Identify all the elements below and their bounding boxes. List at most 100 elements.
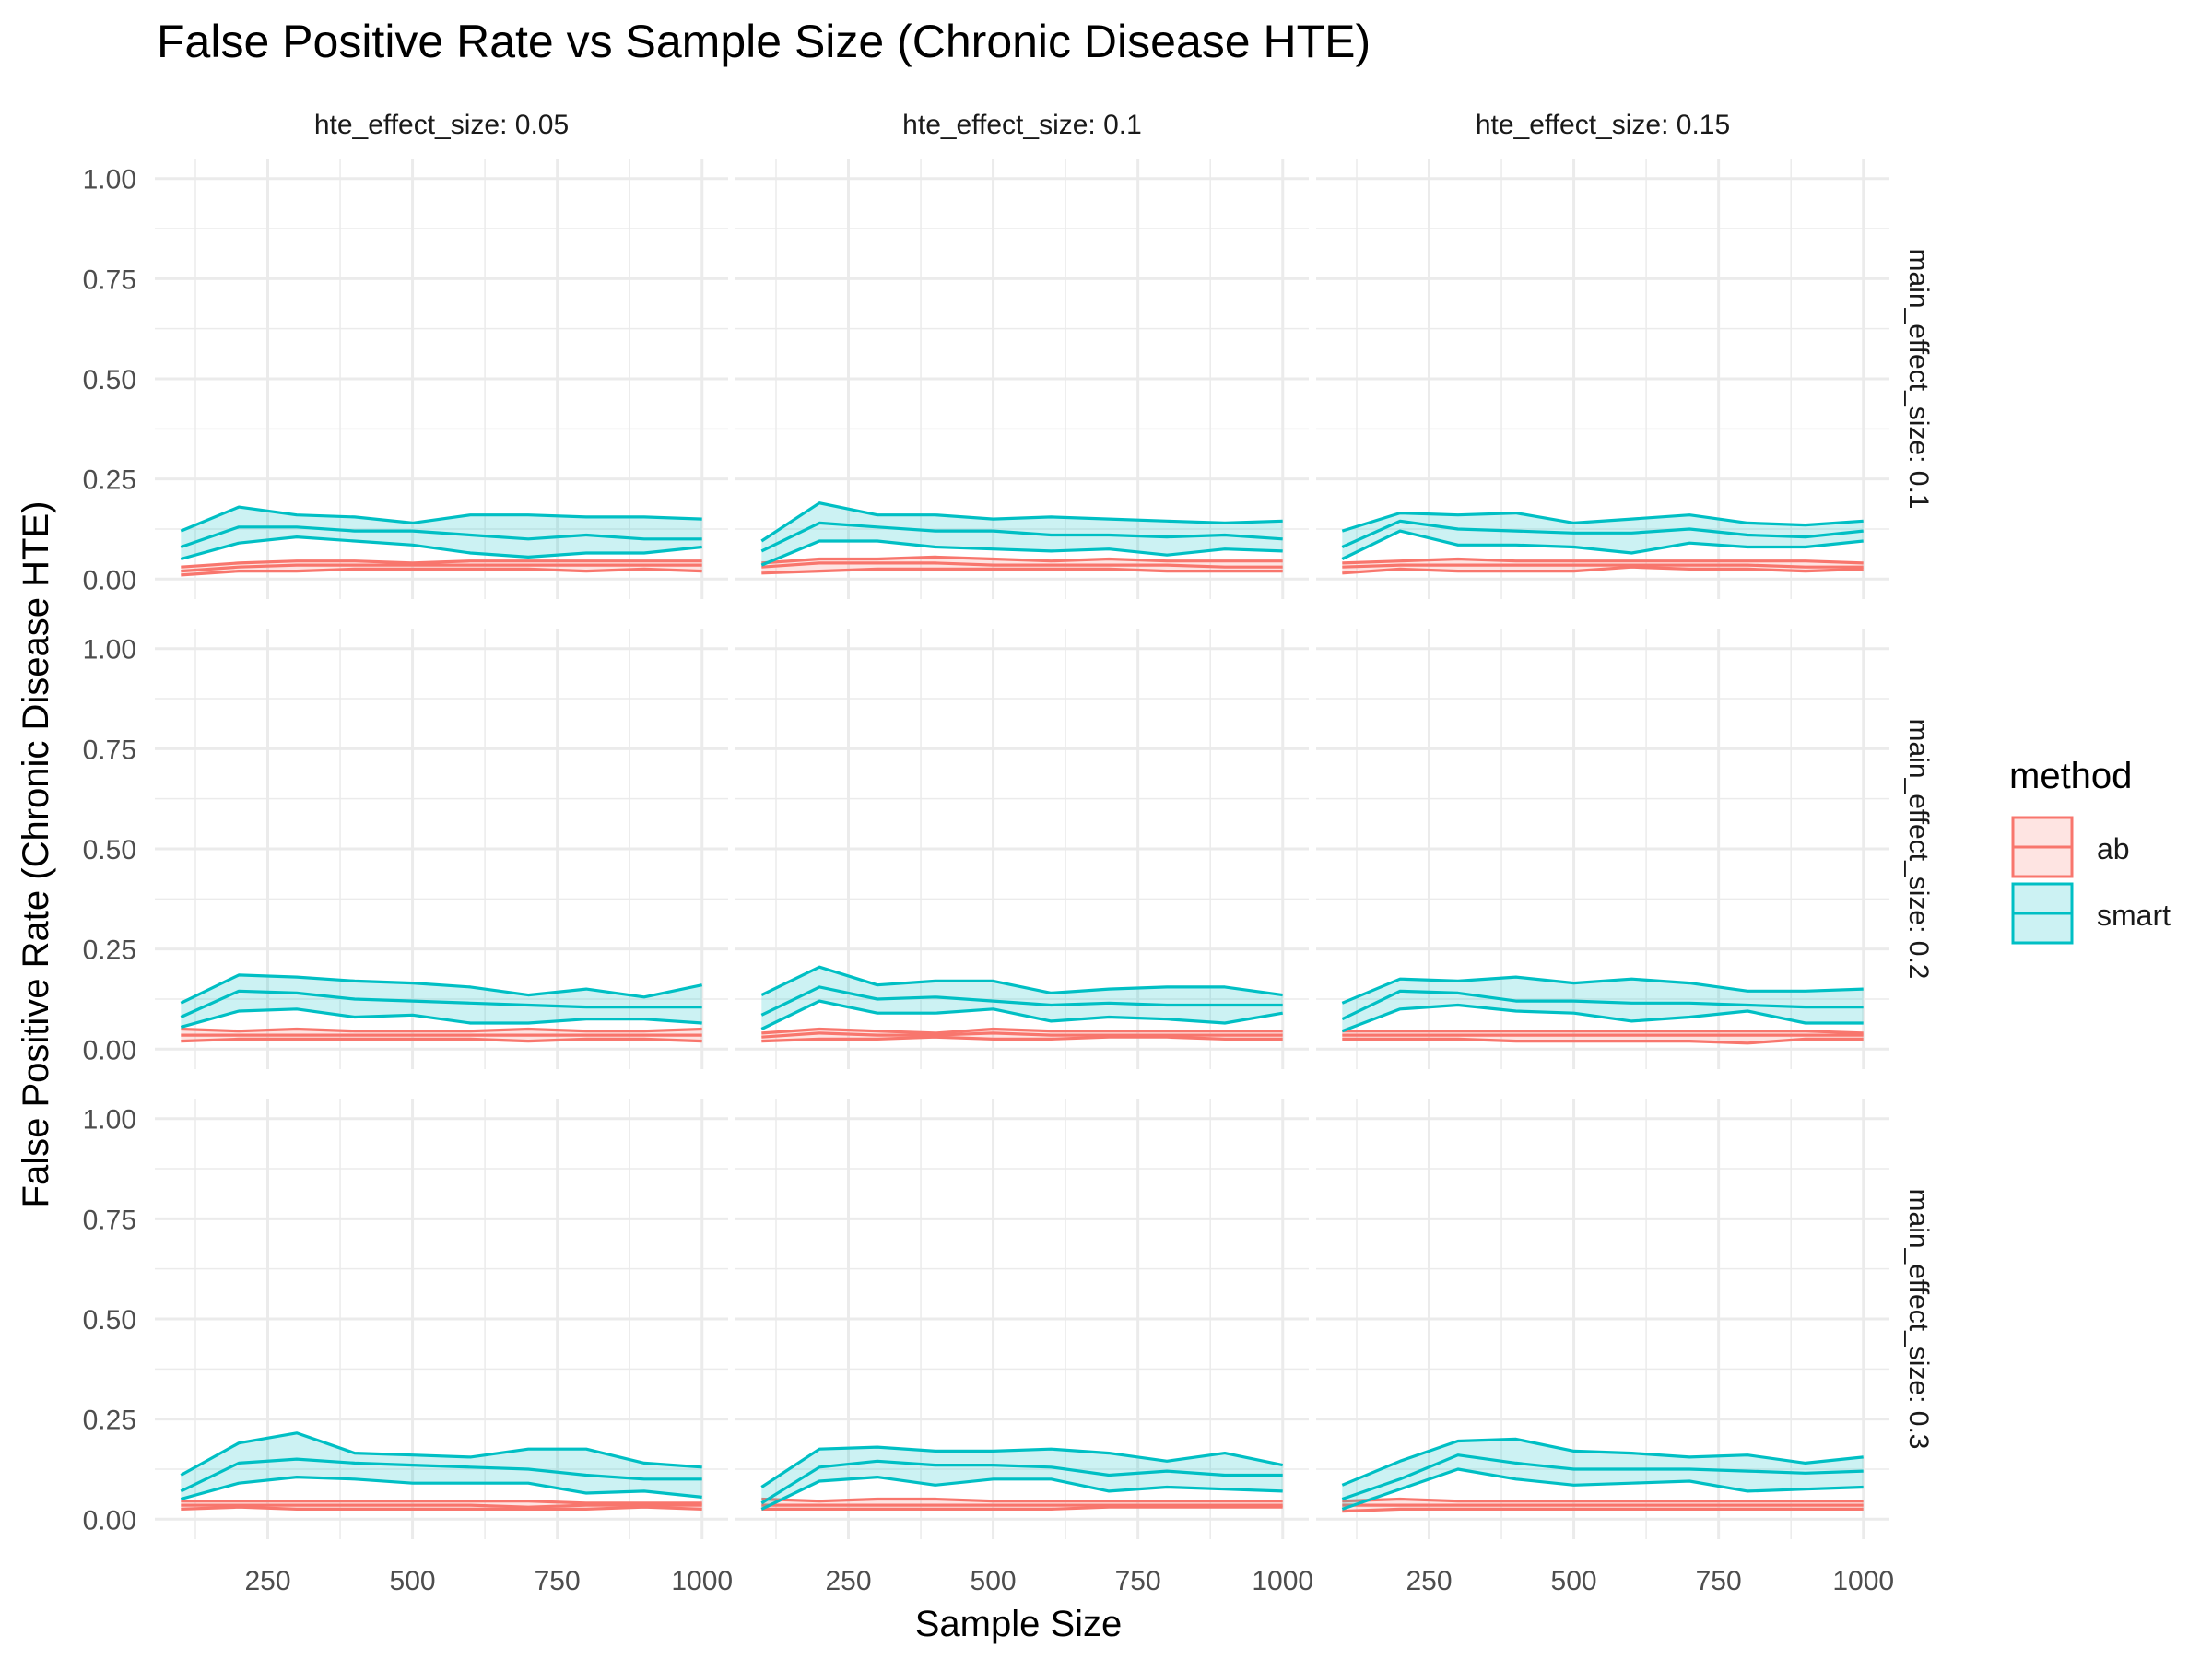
legend: method ab smart [2009,756,2171,945]
line-ab-upper [1342,557,1864,565]
facet-strip-row-0: main_effect_size: 0.1 [1903,249,1934,510]
line-ab-mean [1342,563,1864,569]
y-tick-label: 1.00 [83,635,136,665]
x-tick-label: 500 [390,1566,436,1596]
x-tick-label: 750 [535,1566,581,1596]
line-smart-lower [1341,529,1864,560]
line-ab-lower [1342,1507,1864,1513]
chart-title: False Positive Rate vs Sample Size (Chro… [157,16,1371,67]
y-axis-label: False Positive Rate (Chronic Disease HTE… [16,501,56,1208]
facet-panel-r1-c0: 0.00 0.25 0.50 0.75 1.00 [83,629,728,1069]
line-smart-lower [180,535,702,561]
facet-panel-r0-c2 [1316,159,1889,599]
line-smart-upper [760,1445,1284,1488]
y-tick-label: 0.25 [83,465,136,496]
facet-panel-r2-c0: 0.00 0.25 0.50 0.75 1.00 250 500 750 1000 [83,1099,733,1596]
line-ab-upper [181,1500,702,1505]
facet-panel-r0-c1 [735,159,1309,599]
facet-strip-col-1: hte_effect_size: 0.1 [902,110,1142,140]
facet-panel-r0-c0: 0.00 0.25 0.50 0.75 1.00 [83,159,728,599]
y-tick-label: 0.50 [83,835,136,865]
legend-label-ab: ab [2097,832,2130,865]
x-tick-label: 1000 [1832,1566,1894,1596]
legend-title: method [2009,756,2132,796]
line-ab-lower [181,567,702,577]
y-tick-label: 0.00 [83,1505,136,1535]
y-tick-label: 0.00 [83,1035,136,1065]
y-tick-label: 0.50 [83,1305,136,1335]
line-smart-mean [760,985,1283,1017]
y-tick-label: 1.00 [83,1105,136,1135]
x-tick-label: 750 [1115,1566,1161,1596]
line-ab-mean [761,561,1283,569]
line-smart-mean [1341,989,1864,1021]
line-smart-lower [180,1475,702,1501]
legend-item-ab: ab [2011,816,2130,878]
facet-strip-col-2: hte_effect_size: 0.15 [1476,110,1730,140]
line-smart-lower [1341,1467,1864,1511]
facet-strip-col-0: hte_effect_size: 0.05 [314,110,569,140]
line-smart-mean [1341,1453,1864,1501]
y-tick-label: 0.25 [83,1406,136,1436]
facet-panels: 0.00 0.25 0.50 0.75 1.00 0.00 0.25 0.50 0.75 1.00… [83,110,1934,1596]
line-ab-lower [181,1505,702,1512]
y-tick-label: 0.50 [83,365,136,395]
line-smart-upper [180,505,702,533]
y-tick-label: 0.25 [83,935,136,966]
line-ab-lower [181,1037,702,1043]
y-tick-label: 0.75 [83,735,136,765]
line-smart-upper [180,1431,702,1477]
line-smart-upper [760,501,1283,543]
y-tick-label: 1.00 [83,165,136,195]
line-smart-lower [180,1007,702,1029]
line-smart-lower [760,1475,1283,1511]
line-smart-upper [760,965,1283,997]
line-ab-upper [1342,1030,1864,1035]
x-tick-label: 750 [1696,1566,1742,1596]
line-smart-mean [180,525,702,549]
line-smart-mean [180,1457,702,1493]
line-smart-lower [760,539,1283,567]
y-tick-label: 0.00 [83,565,136,595]
line-ab-mean [181,1503,702,1509]
line-smart-mean [1341,519,1864,548]
ribbon-smart [1342,977,1864,1031]
line-ab-mean [181,563,702,573]
line-ab-upper [761,1497,1283,1503]
line-ab-upper [181,559,702,569]
x-tick-label: 500 [1551,1566,1597,1596]
ribbon-smart [761,967,1283,1030]
line-smart-upper [1341,1437,1864,1487]
line-ab-lower [761,567,1283,575]
line-smart-upper [180,973,703,1005]
line-ab-upper [761,555,1283,565]
line-smart-mean [180,989,702,1018]
x-tick-label: 500 [971,1566,1017,1596]
line-smart-upper [1341,975,1864,1005]
line-ab-upper [761,1027,1283,1035]
line-ab-upper [181,1027,702,1033]
facet-panel-r1-c2 [1316,629,1889,1069]
facet-panel-r2-c1: 250 500 750 1000 [735,1099,1313,1596]
legend-label-smart: smart [2097,899,2171,932]
line-smart-upper [1341,511,1864,533]
x-tick-label: 1000 [1252,1566,1313,1596]
x-tick-label: 250 [244,1566,290,1596]
line-ab-lower [761,1505,1283,1512]
y-tick-label: 0.75 [83,1205,136,1235]
x-tick-label: 250 [825,1566,871,1596]
x-tick-label: 1000 [671,1566,733,1596]
ribbon-smart [1342,512,1864,559]
line-ab-mean [761,1031,1283,1039]
y-tick-label: 0.75 [83,265,136,295]
x-tick-label: 250 [1406,1566,1452,1596]
line-smart-mean [760,521,1283,553]
facet-panel-r2-c2: 250 500 750 1000 [1316,1099,1894,1596]
facet-strip-row-2: main_effect_size: 0.3 [1903,1189,1934,1450]
line-smart-mean [760,1459,1283,1505]
x-axis-label: Sample Size [915,1604,1123,1644]
legend-item-smart: smart [2011,882,2171,945]
facet-panel-r1-c1 [735,629,1309,1069]
facet-strip-row-1: main_effect_size: 0.2 [1903,719,1934,980]
